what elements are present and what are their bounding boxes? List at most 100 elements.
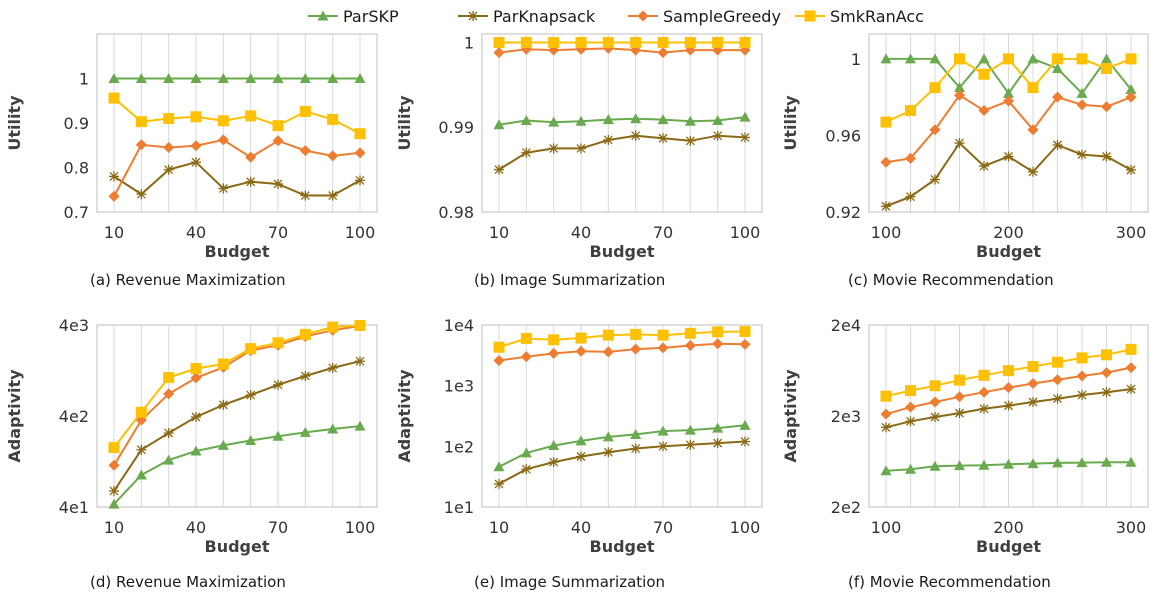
data-point (930, 82, 941, 93)
data-point (494, 342, 505, 353)
data-point (881, 409, 892, 420)
y-tick-label: 1e2 (444, 437, 474, 456)
legend-marker-asterisk (468, 11, 478, 21)
data-point (979, 69, 990, 80)
data-point (881, 201, 891, 211)
data-point (631, 131, 641, 141)
data-point (1101, 349, 1112, 360)
data-point (630, 344, 641, 355)
x-tick-label: 40 (571, 518, 591, 537)
data-point (328, 363, 338, 373)
legend-marker-diamond (638, 11, 649, 22)
x-tick-label: 10 (104, 518, 124, 537)
data-point (740, 339, 751, 350)
series-samplegreedy (109, 321, 366, 471)
legend-item-samplegreedy: SampleGreedy (628, 7, 781, 26)
series-line (114, 140, 360, 197)
data-point (163, 372, 174, 383)
data-point (1102, 151, 1112, 161)
series-line (114, 162, 360, 195)
data-point (1077, 371, 1088, 382)
data-point (191, 140, 202, 151)
data-point (954, 53, 965, 64)
data-point (191, 412, 201, 422)
x-axis-title: Budget (205, 242, 270, 261)
data-point (521, 333, 532, 344)
series-line (114, 426, 360, 504)
series-parskp (109, 73, 366, 83)
y-tick-label: 0.92 (825, 203, 861, 222)
series-line (499, 344, 745, 361)
gridlines (886, 325, 1131, 507)
data-point (979, 161, 989, 171)
data-point (1126, 165, 1136, 175)
y-axis-title: Utility (5, 95, 24, 151)
data-point (658, 330, 669, 341)
data-point (740, 112, 751, 122)
data-point (1052, 374, 1063, 385)
x-tick-label: 40 (571, 223, 591, 242)
data-point (218, 183, 228, 193)
data-point (109, 460, 120, 471)
data-point (521, 37, 532, 48)
data-point (355, 128, 366, 139)
data-point (905, 105, 916, 116)
data-point (191, 363, 202, 374)
data-point (881, 157, 892, 168)
series-parskp (494, 112, 751, 130)
data-point (245, 343, 256, 354)
y-tick-label: 1 (851, 50, 861, 69)
data-point (521, 351, 532, 362)
data-point (300, 329, 311, 340)
data-point (979, 370, 990, 381)
data-point (494, 355, 505, 366)
data-point (1101, 63, 1112, 74)
data-point (576, 333, 587, 344)
data-point (979, 404, 989, 414)
y-tick-label: 0.9 (64, 114, 89, 133)
data-point (1102, 387, 1112, 397)
data-point (1101, 101, 1112, 112)
series-line (499, 48, 745, 52)
data-point (712, 326, 723, 337)
data-point (521, 148, 531, 158)
data-point (109, 442, 120, 453)
data-point (685, 440, 695, 450)
data-point (191, 111, 202, 122)
legend-label: SmkRanAcc (830, 7, 924, 26)
x-axis-title: Budget (976, 242, 1041, 261)
data-point (576, 143, 586, 153)
y-tick-label: 4e3 (59, 316, 89, 335)
data-point (136, 116, 147, 127)
data-point (548, 334, 559, 345)
series-smkranacc (494, 326, 751, 353)
gridlines (499, 325, 745, 507)
data-point (246, 177, 256, 187)
x-tick-label: 10 (489, 518, 509, 537)
data-point (355, 320, 366, 331)
data-point (1052, 53, 1063, 64)
data-point (1028, 53, 1039, 63)
x-tick-label: 10 (104, 223, 124, 242)
chart-panel-c: 0.92 0.96 1 100 200 300 Budget Utility (781, 34, 1148, 261)
data-point (905, 402, 916, 413)
caption-e: (e) Image Summarization (474, 573, 665, 591)
data-point (136, 139, 147, 150)
data-point (630, 329, 641, 340)
x-tick-label: 70 (653, 518, 673, 537)
data-point (163, 142, 174, 153)
data-point (218, 134, 229, 145)
x-tick-label: 200 (993, 223, 1024, 242)
y-tick-label: 4e2 (59, 407, 89, 426)
x-axis-title: Budget (590, 537, 655, 556)
y-tick-label: 4e1 (59, 498, 89, 517)
data-point (712, 338, 723, 349)
data-point (355, 356, 365, 366)
data-point (109, 93, 120, 104)
legend-label: SampleGreedy (663, 7, 781, 26)
data-point (245, 152, 256, 163)
gridlines (499, 34, 745, 212)
data-point (136, 445, 146, 455)
data-point (1004, 401, 1014, 411)
